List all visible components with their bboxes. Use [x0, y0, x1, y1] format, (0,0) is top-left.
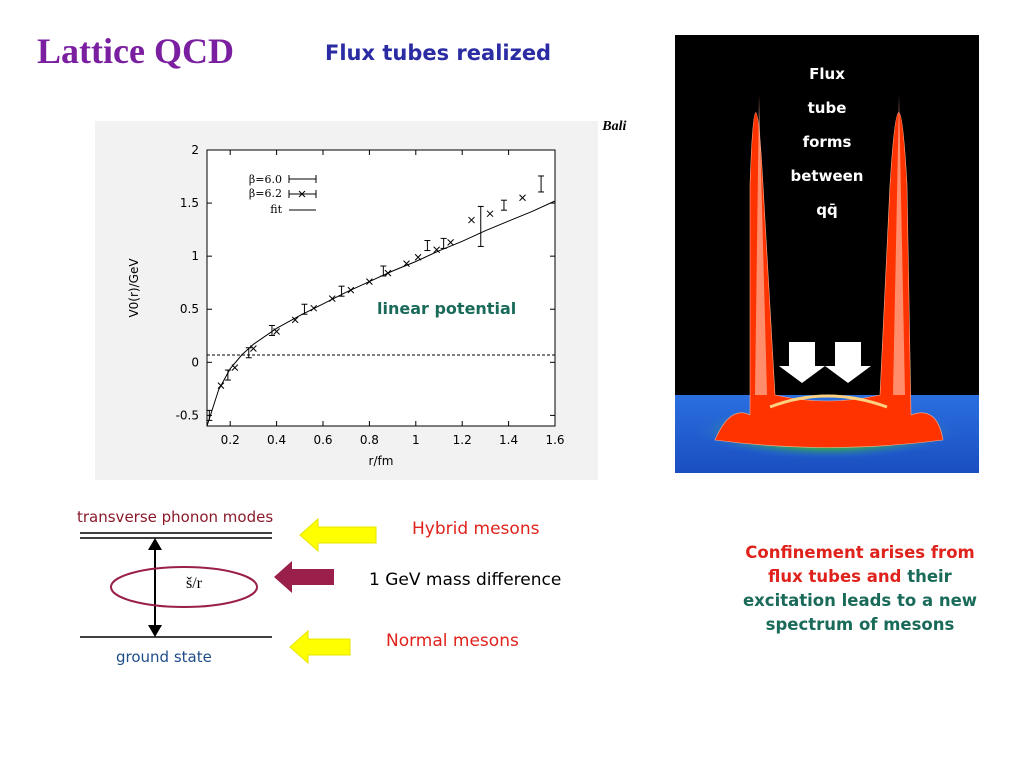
data-point-beta62 — [310, 304, 318, 312]
data-point-beta60 — [424, 240, 431, 252]
y-tick-label: -0.5 — [176, 408, 199, 422]
ground-state-label: ground state — [116, 648, 212, 666]
hybrid-mesons-label: Hybrid mesons — [412, 519, 540, 539]
conclusion-red: Confinement arises from flux tubes and — [745, 543, 975, 586]
plot-frame — [206, 149, 556, 427]
data-point-beta62 — [231, 364, 239, 371]
mass-difference-label: 1 GeV mass difference — [369, 570, 562, 590]
x-axis-label: r/fm — [369, 454, 394, 468]
x-tick-label: 0.4 — [267, 433, 286, 447]
data-point-beta60 — [301, 303, 308, 315]
data-point-beta62 — [291, 316, 299, 324]
data-point-beta62 — [384, 269, 392, 277]
data-point-beta60 — [338, 285, 345, 297]
hybrid-arrow-icon — [299, 517, 377, 553]
legend-label-fit: fit — [270, 203, 282, 216]
flux-tube-surface — [714, 112, 944, 448]
legend-label-beta60: β=6.0 — [249, 173, 282, 186]
y-tick-label: 0.5 — [180, 302, 199, 316]
data-point-beta60 — [206, 409, 213, 421]
fit-curve — [206, 200, 556, 427]
data-point-beta62 — [250, 345, 257, 352]
x-tick-label: 1 — [412, 433, 420, 447]
data-point-beta62 — [468, 216, 475, 224]
data-point-beta60 — [538, 175, 545, 193]
y-tick-label: 1 — [191, 249, 199, 263]
data-point-beta62 — [447, 239, 454, 246]
data-point-beta62 — [414, 253, 422, 261]
data-point-beta60 — [268, 324, 275, 336]
flux-tube-caption: Flux tube forms between qq̄ — [790, 65, 864, 219]
legend-label-beta62: β=6.2 — [249, 187, 282, 200]
conclusion-text: Confinement arises from flux tubes and t… — [728, 541, 992, 637]
y-tick-label: 2 — [191, 143, 199, 157]
data-point-beta60 — [224, 369, 231, 381]
data-point-beta60 — [500, 199, 507, 211]
y-tick-label: 0 — [191, 355, 199, 369]
potential-plot-svg: -0.5 0 0.5 1 1.5 2 0.2 0.4 0.6 0.8 1 1.2 1.4 1.6 r/f… — [127, 143, 565, 468]
conclusion-teal: their excitation leads to a new spectrum… — [742, 567, 978, 634]
x-tick-label: 1.4 — [499, 433, 518, 447]
x-tick-label: 0.6 — [313, 433, 332, 447]
slide-subtitle: Flux tubes realized — [325, 41, 552, 65]
transverse-phonon-label: transverse phonon modes — [77, 508, 274, 526]
linear-potential-annotation: linear potential — [377, 299, 516, 318]
x-tick-label: 0.2 — [221, 433, 240, 447]
x-tick-label: 0.8 — [360, 433, 379, 447]
gap-arrow-icon — [274, 561, 334, 593]
data-point-beta62 — [433, 246, 441, 254]
flux-tube-visual: Flux tube forms between qq̄ — [675, 35, 979, 473]
normal-arrow-icon — [289, 629, 351, 665]
data-point-beta60 — [440, 237, 447, 249]
gap-formula: š/r — [186, 575, 202, 592]
y-axis-label: V0(r)/GeV — [127, 258, 141, 318]
data-point-beta62 — [403, 260, 410, 267]
x-tick-label: 1.6 — [545, 433, 564, 447]
potential-plot: -0.5 0 0.5 1 1.5 2 0.2 0.4 0.6 0.8 1 1.2 1.4 1.6 r/f… — [95, 121, 598, 480]
data-point-beta62 — [273, 328, 280, 335]
data-point-beta62 — [366, 278, 373, 285]
normal-mesons-label: Normal mesons — [386, 631, 519, 651]
y-tick-label: 1.5 — [180, 196, 199, 210]
energy-level-diagram — [80, 532, 272, 638]
slide-title: Lattice QCD — [37, 31, 234, 71]
down-arrow-icon — [779, 342, 871, 383]
data-point-beta62 — [519, 194, 526, 202]
flux-tube-render — [675, 95, 979, 473]
data-point-beta62 — [217, 382, 225, 390]
plot-legend: β=6.0 β=6.2 fit — [249, 173, 317, 216]
data-point-beta62 — [486, 210, 494, 218]
pointer-arrows — [274, 517, 377, 665]
gap-ellipse — [110, 566, 258, 608]
x-tick-label: 1.2 — [453, 433, 472, 447]
data-point-beta60 — [245, 347, 252, 359]
data-point-beta60 — [477, 205, 484, 247]
data-point-beta62 — [347, 286, 355, 294]
data-point-beta62 — [328, 295, 336, 302]
